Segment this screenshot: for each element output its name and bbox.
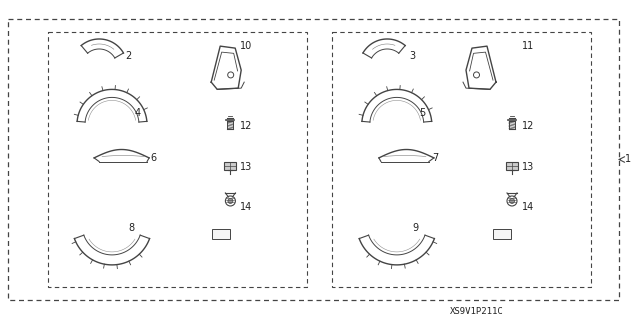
Text: 5: 5 (419, 108, 426, 118)
Text: 4: 4 (134, 108, 141, 118)
Text: 10: 10 (240, 41, 252, 51)
Text: 12: 12 (522, 121, 534, 131)
Text: 2: 2 (125, 51, 131, 61)
Bar (212, 229, 230, 240)
Text: 14: 14 (522, 202, 534, 212)
Text: 9: 9 (413, 223, 419, 233)
Bar (8, 19, 619, 300)
FancyBboxPatch shape (506, 162, 518, 170)
Text: 13: 13 (240, 162, 252, 173)
Text: 7: 7 (432, 153, 438, 163)
Circle shape (228, 198, 233, 204)
Bar (493, 229, 511, 240)
Text: XS9V1P211C: XS9V1P211C (450, 307, 504, 316)
Circle shape (509, 198, 515, 204)
Text: 14: 14 (240, 202, 252, 212)
Text: 3: 3 (410, 51, 416, 61)
Text: 11: 11 (522, 41, 534, 51)
Bar (332, 32, 591, 287)
Bar (48, 32, 307, 287)
FancyBboxPatch shape (225, 162, 236, 170)
Text: 13: 13 (522, 162, 534, 173)
Text: 8: 8 (128, 223, 134, 233)
Text: 12: 12 (240, 121, 252, 131)
Text: 6: 6 (150, 153, 157, 163)
Text: 1: 1 (625, 154, 631, 165)
